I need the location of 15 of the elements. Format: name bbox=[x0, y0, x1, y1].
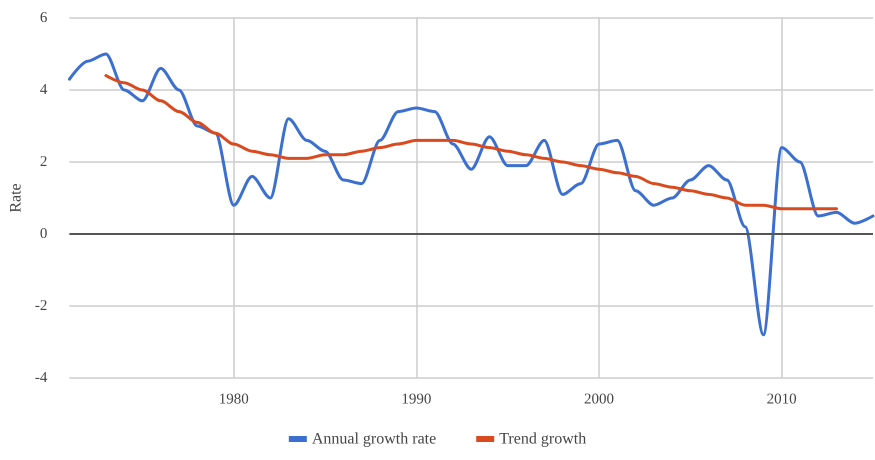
y-tick-label: 0 bbox=[40, 226, 48, 242]
x-tick-label: 2010 bbox=[766, 392, 797, 408]
y-tick-label: 6 bbox=[40, 10, 48, 26]
line-series bbox=[104, 74, 838, 210]
legend-label: Trend growth bbox=[499, 430, 586, 448]
y-tick-label: 2 bbox=[40, 154, 48, 170]
y-axis-title: Rate bbox=[8, 183, 24, 213]
y-tick-label: 4 bbox=[40, 82, 48, 98]
x-tick-label: 2000 bbox=[584, 392, 614, 408]
x-tick-label: 1990 bbox=[401, 392, 432, 408]
x-tick-label: 1980 bbox=[218, 392, 249, 408]
y-tick-label: -4 bbox=[34, 370, 48, 386]
y-tick-label: -2 bbox=[34, 298, 48, 314]
line-series bbox=[68, 52, 874, 336]
legend-label: Annual growth rate bbox=[312, 430, 436, 448]
